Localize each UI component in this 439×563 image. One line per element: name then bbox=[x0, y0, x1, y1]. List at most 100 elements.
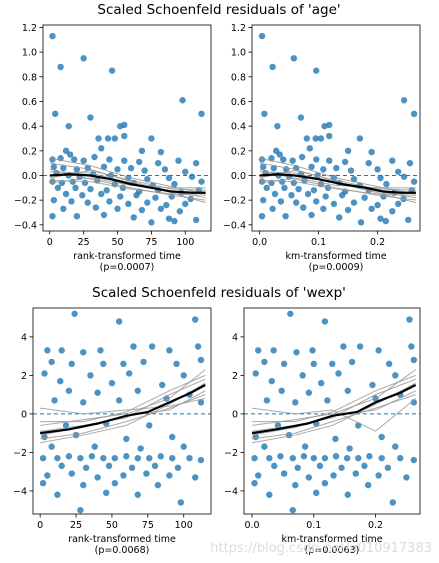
residual-point bbox=[329, 360, 336, 368]
residual-point bbox=[308, 211, 315, 219]
residual-point bbox=[375, 347, 382, 354]
lowess-smooth-line bbox=[49, 173, 206, 194]
residual-point bbox=[57, 63, 64, 71]
residual-point bbox=[282, 212, 289, 220]
bootstrap-lowess-line bbox=[259, 162, 416, 199]
residual-point bbox=[288, 192, 295, 199]
residual-point bbox=[405, 216, 412, 224]
residual-point bbox=[389, 499, 397, 506]
residual-point bbox=[346, 445, 353, 452]
x-tick-label: 100 bbox=[175, 520, 193, 531]
residual-point bbox=[157, 205, 165, 212]
plot-frame bbox=[243, 307, 421, 515]
residual-point bbox=[54, 184, 62, 192]
x-tick-label: 50 bbox=[111, 237, 123, 248]
residual-point bbox=[330, 200, 338, 208]
residual-point bbox=[280, 156, 287, 163]
residual-point bbox=[54, 491, 61, 498]
residual-point bbox=[292, 481, 299, 489]
lowess-smooth-line bbox=[40, 384, 206, 435]
residual-point bbox=[394, 168, 402, 175]
residual-point bbox=[72, 431, 80, 439]
residual-point bbox=[384, 464, 392, 471]
residual-point bbox=[80, 349, 87, 356]
residual-point bbox=[301, 443, 309, 450]
residual-point bbox=[141, 167, 148, 174]
bootstrap-lowess-line bbox=[251, 398, 416, 432]
residual-point bbox=[377, 215, 384, 222]
residual-point bbox=[335, 370, 342, 377]
residual-point bbox=[333, 164, 340, 172]
residual-point bbox=[148, 219, 155, 226]
residual-point bbox=[151, 462, 159, 470]
residual-point bbox=[332, 435, 339, 443]
residual-point bbox=[352, 470, 359, 477]
residual-point bbox=[41, 370, 48, 377]
residual-point bbox=[320, 166, 327, 173]
residual-point bbox=[293, 349, 300, 356]
y-tick-label: 0.2 bbox=[22, 146, 37, 157]
residual-point bbox=[77, 506, 84, 514]
residual-point bbox=[127, 164, 135, 172]
residual-point bbox=[312, 135, 319, 142]
x-tick-label: 0.0 bbox=[252, 237, 267, 248]
residual-point bbox=[347, 167, 355, 174]
residual-point bbox=[397, 454, 404, 462]
residual-point bbox=[410, 356, 418, 364]
residual-point bbox=[278, 387, 285, 394]
residual-point bbox=[285, 431, 293, 439]
bootstrap-lowess-line bbox=[49, 157, 206, 195]
residual-point bbox=[97, 347, 104, 354]
residual-point bbox=[338, 192, 346, 199]
residual-point bbox=[289, 157, 296, 164]
residual-point bbox=[270, 347, 277, 354]
residual-point bbox=[268, 155, 275, 162]
residual-point bbox=[261, 110, 268, 118]
residual-point bbox=[361, 194, 368, 201]
x-tick-label: 0.1 bbox=[311, 237, 326, 248]
residual-point bbox=[81, 179, 89, 187]
residual-point bbox=[400, 97, 408, 104]
residual-point bbox=[91, 153, 98, 161]
residual-point bbox=[304, 190, 312, 198]
residual-point bbox=[166, 347, 173, 354]
residual-point bbox=[263, 184, 270, 192]
p-value-label: (p=0.0063) bbox=[305, 545, 360, 556]
residual-point bbox=[340, 343, 347, 350]
residual-point bbox=[271, 190, 279, 198]
residual-point bbox=[91, 443, 98, 450]
residual-point bbox=[382, 217, 390, 225]
residual-point bbox=[182, 168, 189, 175]
lowess-smooth-line bbox=[251, 384, 417, 435]
residual-point bbox=[48, 443, 55, 450]
residual-point bbox=[174, 464, 182, 471]
residual-point bbox=[293, 199, 300, 206]
residual-point bbox=[87, 185, 94, 193]
residual-point bbox=[166, 472, 173, 479]
residual-point bbox=[100, 211, 108, 219]
y-tick-label: 0.0 bbox=[22, 171, 37, 182]
residual-point bbox=[50, 196, 58, 204]
residual-point bbox=[50, 163, 58, 171]
residual-point bbox=[198, 110, 205, 118]
residual-point bbox=[274, 122, 281, 130]
residual-point bbox=[266, 454, 273, 462]
residual-point bbox=[98, 190, 105, 198]
residual-point bbox=[82, 464, 90, 471]
residual-point bbox=[303, 135, 311, 142]
residual-point bbox=[94, 474, 101, 481]
y-tick-label: 1.2 bbox=[231, 23, 246, 34]
y-tick-label: 2 bbox=[232, 371, 238, 382]
residual-point bbox=[165, 215, 173, 222]
residual-point bbox=[326, 157, 333, 164]
plot-frame bbox=[32, 307, 212, 515]
residual-point bbox=[138, 147, 146, 155]
bootstrap-lowess-line bbox=[49, 179, 206, 196]
plot-frame bbox=[251, 24, 421, 232]
residual-plot-age-rank: −0.4 −0.2 0.0 0.2 0.4 0.6 0.8 1.0 1.2 0 25 50 75 100 r… bbox=[14, 23, 212, 273]
x-tick-label: 0.0 bbox=[244, 520, 259, 531]
residual-point bbox=[121, 157, 128, 164]
y-tick-label: −4 bbox=[13, 486, 27, 497]
residual-point bbox=[114, 166, 121, 173]
residual-point bbox=[157, 148, 165, 156]
